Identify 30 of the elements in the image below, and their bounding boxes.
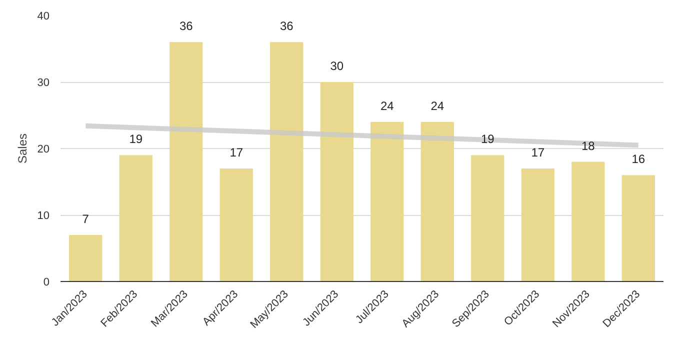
y-tick-label: 0 (43, 276, 50, 288)
y-tick-label: 30 (37, 77, 50, 89)
data-label: 19 (480, 132, 495, 146)
data-label: 19 (129, 132, 143, 146)
bar (420, 122, 454, 282)
data-label: 17 (230, 145, 244, 160)
bar (270, 42, 304, 282)
bar (572, 162, 605, 282)
bar (622, 175, 655, 282)
data-label: 24 (430, 98, 444, 113)
bar (69, 234, 102, 282)
data-label: 18 (581, 138, 596, 153)
y-tick-label: 20 (37, 144, 50, 156)
y-tick-label: 10 (37, 210, 50, 222)
data-label: 7 (82, 212, 90, 226)
bar (220, 168, 253, 282)
data-label: 16 (632, 152, 646, 166)
bar (119, 155, 152, 282)
bar (370, 122, 404, 282)
y-axis-title: Sales (15, 133, 30, 164)
bar (471, 155, 504, 282)
data-label: 30 (330, 59, 344, 73)
y-tick-label: 40 (37, 10, 50, 22)
data-label: 36 (179, 19, 194, 34)
data-label: 36 (280, 19, 294, 34)
data-label: 17 (531, 145, 545, 160)
data-label: 24 (380, 98, 394, 113)
bar (170, 42, 203, 282)
bar (521, 168, 554, 282)
bar (320, 82, 354, 282)
